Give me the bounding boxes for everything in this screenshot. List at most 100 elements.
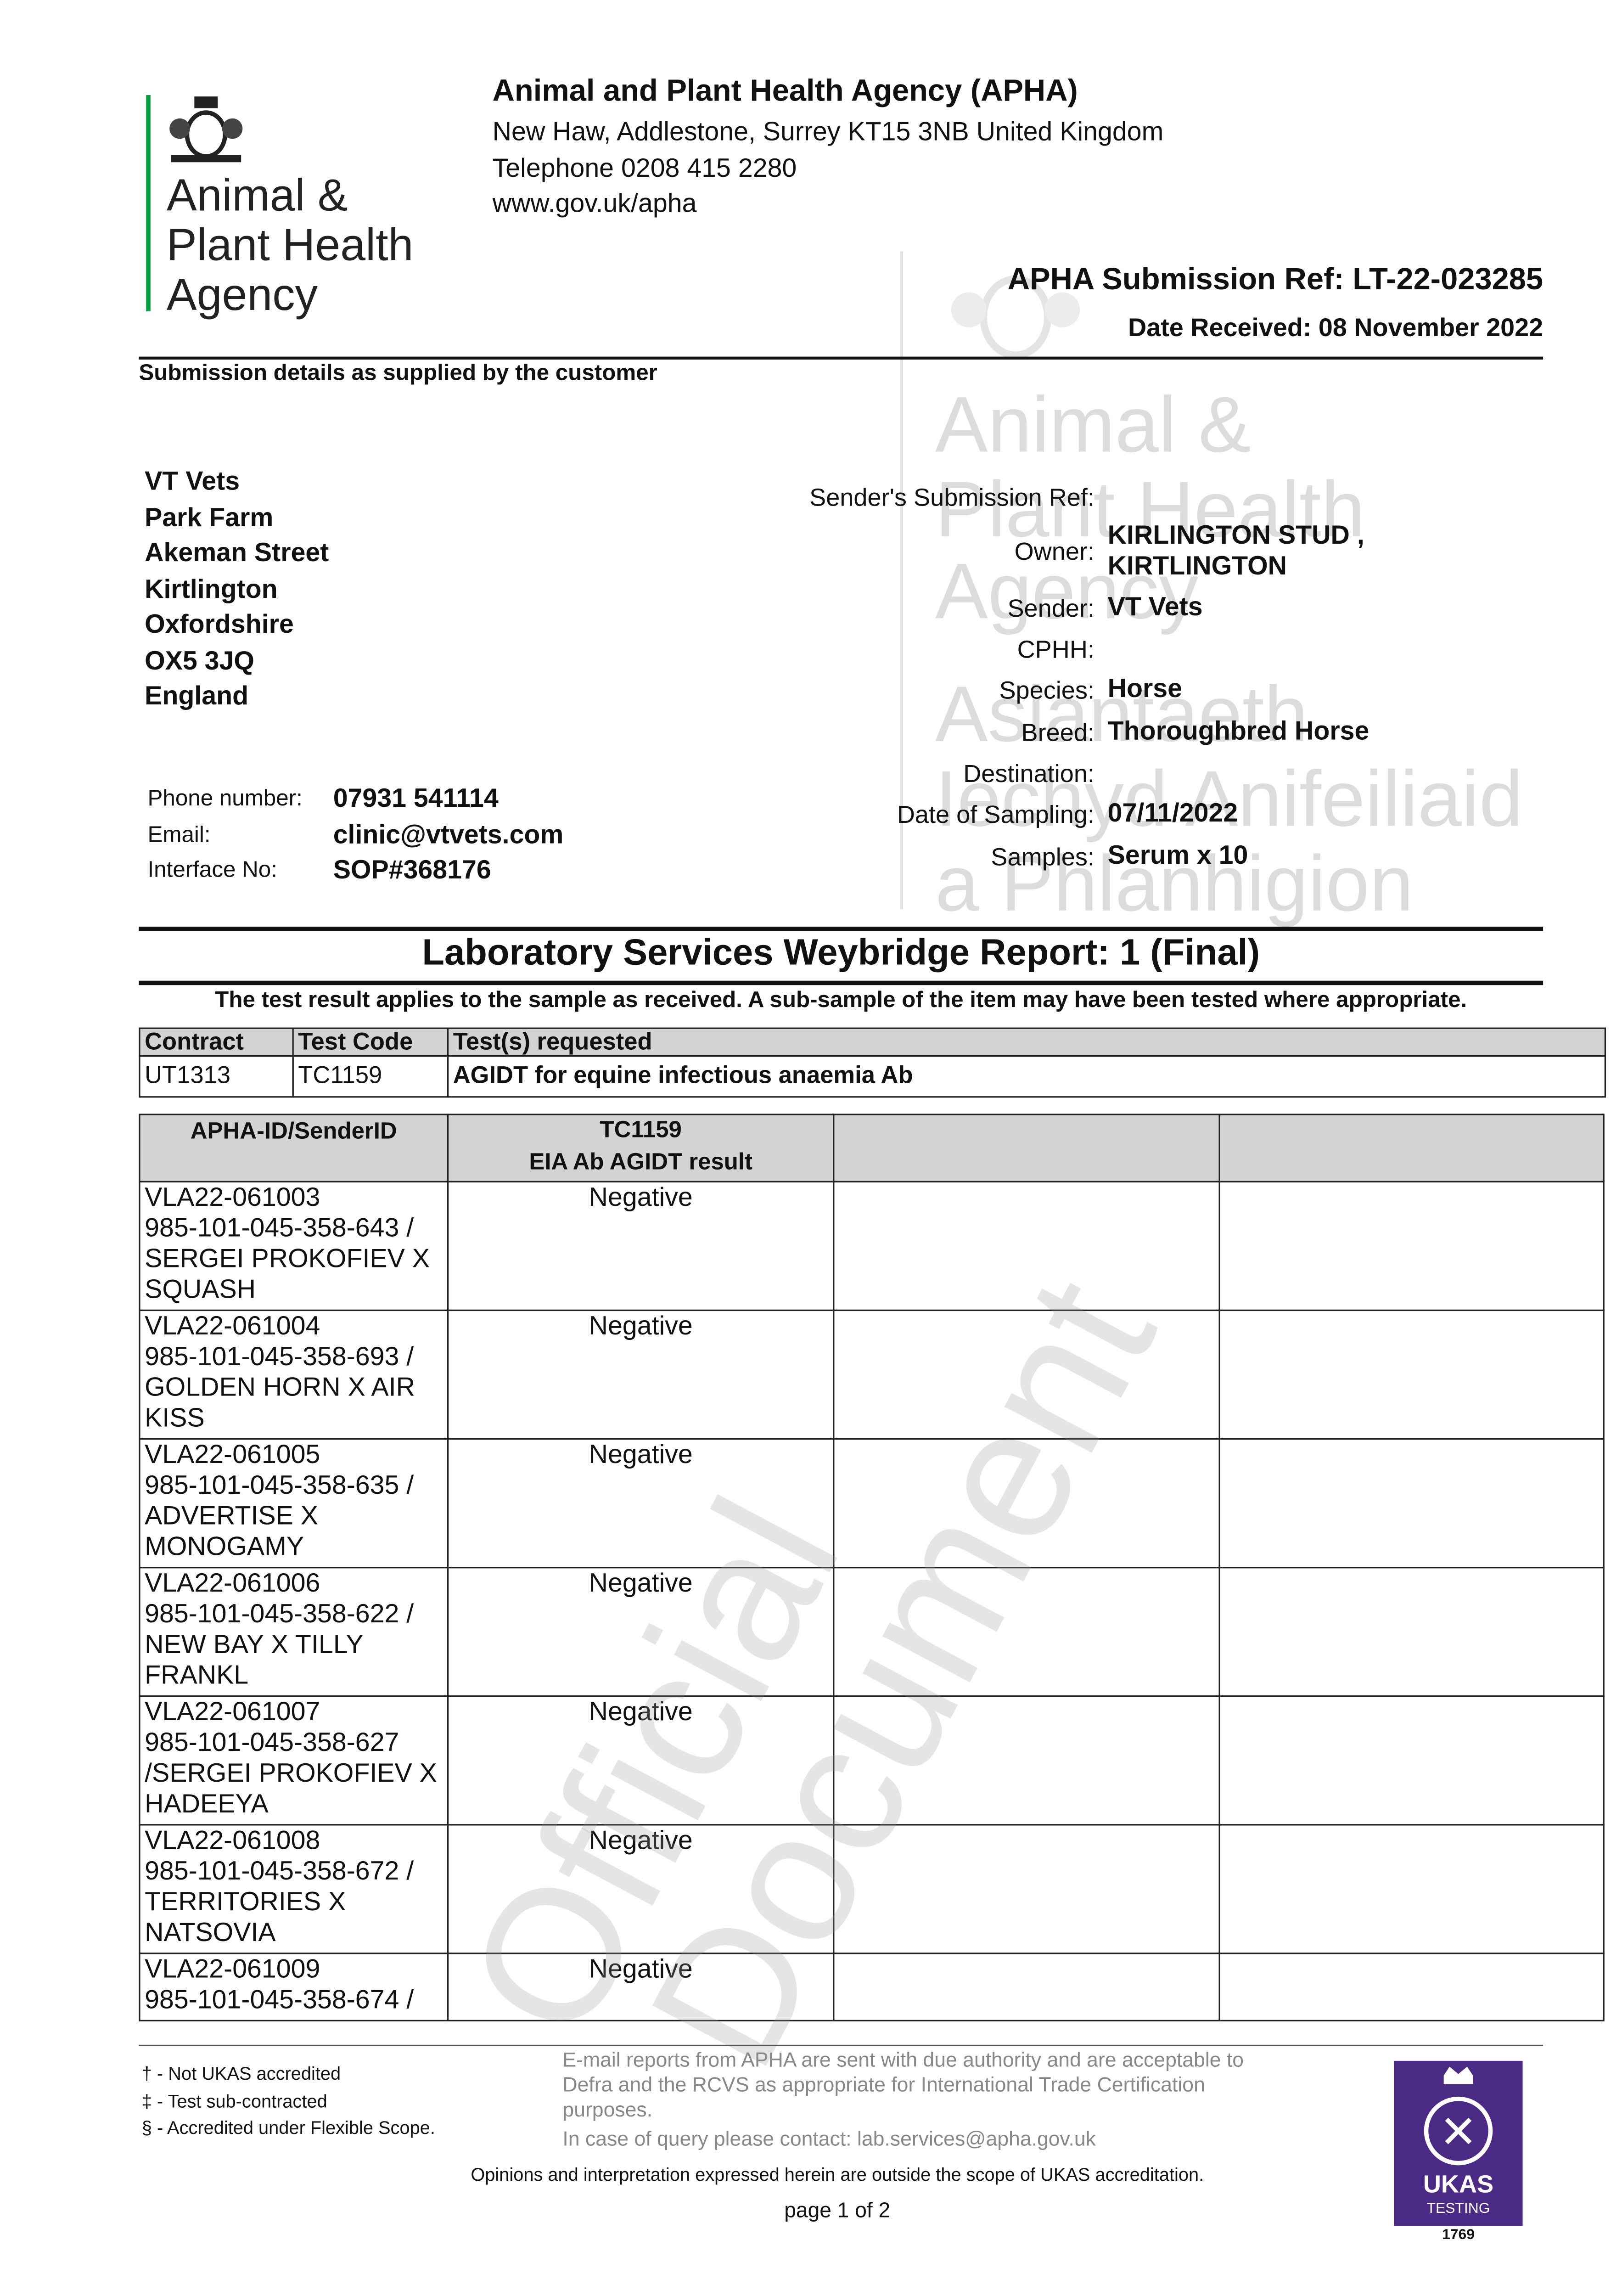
- email-note: Defra and the RCVS as appropriate for In…: [562, 2072, 1205, 2096]
- result-id-cell: VLA22-061009 985-101-045-358-674 /: [139, 1953, 449, 2021]
- address-line: Kirtlington: [145, 574, 278, 603]
- apha-id: VLA22-061007: [145, 1697, 320, 1726]
- legend-line: ‡ - Test sub-contracted: [141, 2091, 327, 2111]
- contact-value: 07931 541114: [333, 783, 499, 813]
- table-cell: UT1313: [139, 1055, 294, 1098]
- apha-id: VLA22-061005: [145, 1440, 320, 1469]
- sender-id: 985-101-045-358-672 / TERRITORIES X NATS…: [145, 1856, 414, 1947]
- address-line: OX5 3JQ: [145, 645, 254, 675]
- results-header: APHA-ID/SenderID: [139, 1114, 449, 1182]
- empty-cell: [833, 1953, 1220, 2021]
- address-line: England: [145, 681, 249, 710]
- field-label: Samples:: [991, 843, 1094, 871]
- agency-website: www.gov.uk/apha: [492, 188, 697, 218]
- field-value: VT Vets: [1107, 592, 1203, 621]
- address-line: VT Vets: [145, 466, 240, 495]
- opinions: Opinions and interpretation expressed he…: [471, 2164, 1204, 2185]
- result-value: Negative: [447, 1181, 835, 1311]
- page-number: page 1 of 2: [784, 2200, 891, 2223]
- agency-phone: Telephone 0208 415 2280: [492, 153, 797, 183]
- submission-ref: APHA Submission Ref: LT-22-023285: [1007, 263, 1543, 297]
- field-value: Serum x 10: [1107, 840, 1248, 870]
- agency-address: New Haw, Addlestone, Surrey KT15 3NB Uni…: [492, 117, 1164, 146]
- result-id-cell: VLA22-061008 985-101-045-358-672 / TERRIT…: [139, 1824, 449, 1954]
- address-line: Park Farm: [145, 502, 274, 531]
- crest: [169, 96, 243, 163]
- logo-line: Agency: [166, 269, 318, 321]
- sender-id: 985-101-045-358-643 / SERGEI PROKOFIEV X…: [145, 1213, 430, 1304]
- sender-id: 985-101-045-358-627 /SERGEI PROKOFIEV X …: [145, 1728, 437, 1818]
- empty-cell: [1218, 1953, 1605, 2021]
- field-label: Owner:: [1014, 538, 1094, 566]
- empty-cell: [1218, 1567, 1605, 1697]
- logo-bar: [146, 95, 151, 311]
- email-note: purposes.: [562, 2097, 653, 2121]
- contact-value: SOP#368176: [333, 855, 491, 884]
- contact-label: Interface No:: [147, 858, 277, 883]
- result-id-cell: VLA22-061006 985-101-045-358-622 / NEW BA…: [139, 1567, 449, 1697]
- apha-id: VLA22-061004: [145, 1311, 320, 1340]
- table-header: Test Code: [292, 1027, 449, 1057]
- table-header: Contract: [139, 1027, 294, 1057]
- field-value: 07/11/2022: [1107, 798, 1238, 827]
- query-contact: In case of query please contact: lab.ser…: [562, 2127, 1096, 2150]
- watermark-line: Agency: [935, 548, 1199, 636]
- apha-id: VLA22-061003: [145, 1182, 320, 1212]
- result-id-cell: VLA22-061007 985-101-045-358-627 /SERGEI …: [139, 1695, 449, 1826]
- sender-id: 985-101-045-358-693 / GOLDEN HORN X AIR …: [145, 1341, 415, 1433]
- ukas-number: 1769: [1442, 2227, 1475, 2244]
- field-label: Date of Sampling:: [897, 801, 1094, 829]
- field-label: CPHH:: [1017, 636, 1094, 664]
- apha-id: VLA22-061008: [145, 1825, 320, 1855]
- test-name: EIA Ab AGIDT result: [529, 1150, 753, 1176]
- results-header: TC1159 EIA Ab AGIDT result: [447, 1114, 835, 1182]
- email-note: E-mail reports from APHA are sent with d…: [562, 2048, 1244, 2071]
- watermark-bar: [900, 251, 904, 909]
- date-received: Date Received: 08 November 2022: [1128, 313, 1543, 342]
- field-value: Horse: [1107, 674, 1183, 703]
- table-header: Test(s) requested: [447, 1027, 1606, 1057]
- result-id-cell: VLA22-061005 985-101-045-358-635 / ADVERT…: [139, 1438, 449, 1569]
- empty-cell: [1218, 1309, 1605, 1440]
- field-label: Sender:: [1007, 595, 1094, 623]
- watermark-line: Plant Health: [935, 466, 1365, 554]
- empty-cell: [1218, 1824, 1605, 1954]
- field-value: KIRLINGTON STUD , KIRTLINGTON: [1107, 520, 1364, 580]
- empty-cell: [1218, 1695, 1605, 1826]
- table-cell: TC1159: [292, 1055, 449, 1098]
- report-note: The test result applies to the sample as…: [215, 988, 1467, 1013]
- rule: [139, 926, 1543, 931]
- result-id-cell: VLA22-061003 985-101-045-358-643 / SERGEI…: [139, 1181, 449, 1311]
- sender-id: 985-101-045-358-622 / NEW BAY X TILLY FR…: [145, 1599, 414, 1690]
- empty-cell: [1218, 1438, 1605, 1569]
- sender-id: 985-101-045-358-674 /: [145, 1985, 414, 2015]
- ukas-emblem: [1424, 2066, 1493, 2166]
- rule: [139, 2044, 1543, 2047]
- apha-id: VLA22-061009: [145, 1954, 320, 1984]
- ukas-logo: UKAS TESTING: [1394, 2060, 1523, 2226]
- crest-watermark: [951, 275, 1080, 359]
- field-label: Destination:: [963, 760, 1094, 788]
- watermark-line: Iechyd Anifeiliaid: [935, 755, 1523, 844]
- contact-value: clinic@vtvets.com: [333, 819, 564, 849]
- address-line: Akeman Street: [145, 538, 329, 567]
- result-id-cell: VLA22-061004 985-101-045-358-693 / GOLDEN…: [139, 1309, 449, 1440]
- watermark-line: Asiantaeth: [935, 670, 1308, 759]
- legend-line: † - Not UKAS accredited: [141, 2064, 341, 2084]
- apha-id: VLA22-061006: [145, 1568, 320, 1598]
- contact-label: Phone number:: [147, 786, 303, 811]
- results-header: [1218, 1114, 1605, 1182]
- watermark-line: Animal &: [935, 381, 1251, 469]
- result-value: Negative: [447, 1953, 835, 2021]
- field-value: Thoroughbred Horse: [1107, 716, 1369, 746]
- address-line: Oxfordshire: [145, 609, 294, 639]
- submission-heading: Submission details as supplied by the cu…: [139, 361, 657, 386]
- rule: [139, 980, 1543, 985]
- table-cell: AGIDT for equine infectious anaemia Ab: [447, 1055, 1606, 1098]
- field-label: Sender's Submission Ref:: [809, 484, 1094, 512]
- test-code: TC1159: [600, 1118, 682, 1143]
- logo-line: Animal &: [166, 169, 348, 221]
- ukas-sub: TESTING: [1426, 2201, 1490, 2217]
